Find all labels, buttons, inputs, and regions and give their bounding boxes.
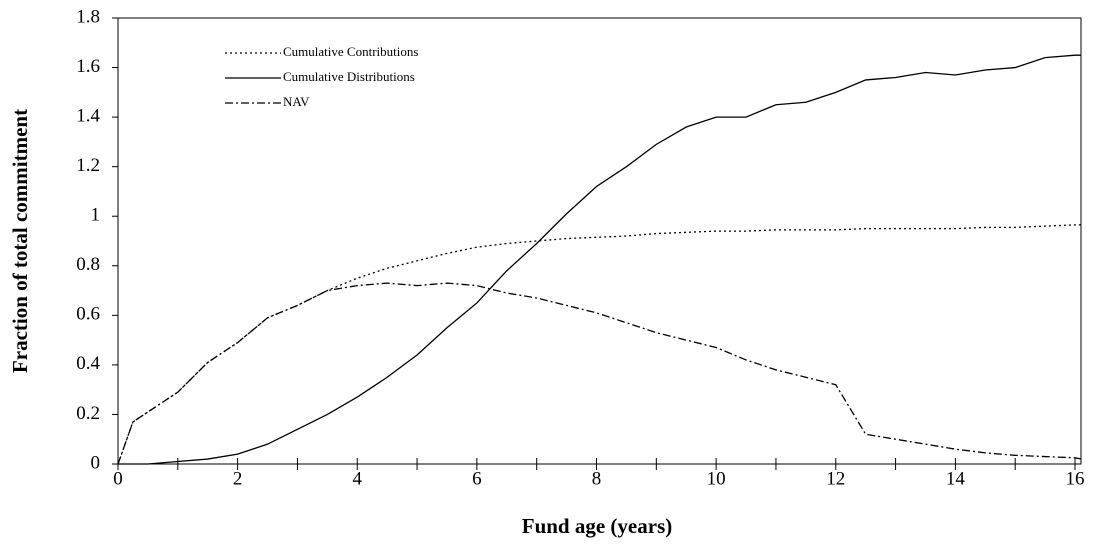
x-axis-title: Fund age (years) xyxy=(522,514,673,538)
legend-label: Cumulative Distributions xyxy=(283,69,415,84)
y-tick-label: 1 xyxy=(91,205,101,226)
y-tick-label: 0.4 xyxy=(76,353,100,374)
x-tick-label: 12 xyxy=(826,468,845,489)
y-tick-label: 0 xyxy=(91,452,101,473)
legend-label: Cumulative Contributions xyxy=(283,44,418,59)
series-line xyxy=(117,282,1082,465)
legend-label: NAV xyxy=(283,94,310,109)
x-tick-label: 14 xyxy=(946,468,966,489)
y-tick-label: 0.6 xyxy=(76,304,100,325)
series-line xyxy=(118,54,1081,465)
y-tick-label: 1.4 xyxy=(76,105,100,126)
series-line xyxy=(117,224,1081,465)
y-tick-label: 1.2 xyxy=(76,155,100,176)
x-tick-label: 2 xyxy=(233,468,243,489)
y-axis-title: Fraction of total commitment xyxy=(8,109,32,373)
y-tick-label: 1.6 xyxy=(76,56,100,77)
y-tick-label: 1.8 xyxy=(76,6,100,27)
y-tick-label: 0.2 xyxy=(76,403,100,424)
x-tick-label: 4 xyxy=(353,468,363,489)
x-tick-label: 16 xyxy=(1066,468,1085,489)
x-tick-label: 6 xyxy=(472,468,482,489)
x-tick-label: 0 xyxy=(113,468,123,489)
plot-frame xyxy=(117,17,1082,465)
x-tick-label: 8 xyxy=(592,468,602,489)
y-tick-label: 0.8 xyxy=(76,254,100,275)
x-tick-label: 10 xyxy=(707,468,726,489)
